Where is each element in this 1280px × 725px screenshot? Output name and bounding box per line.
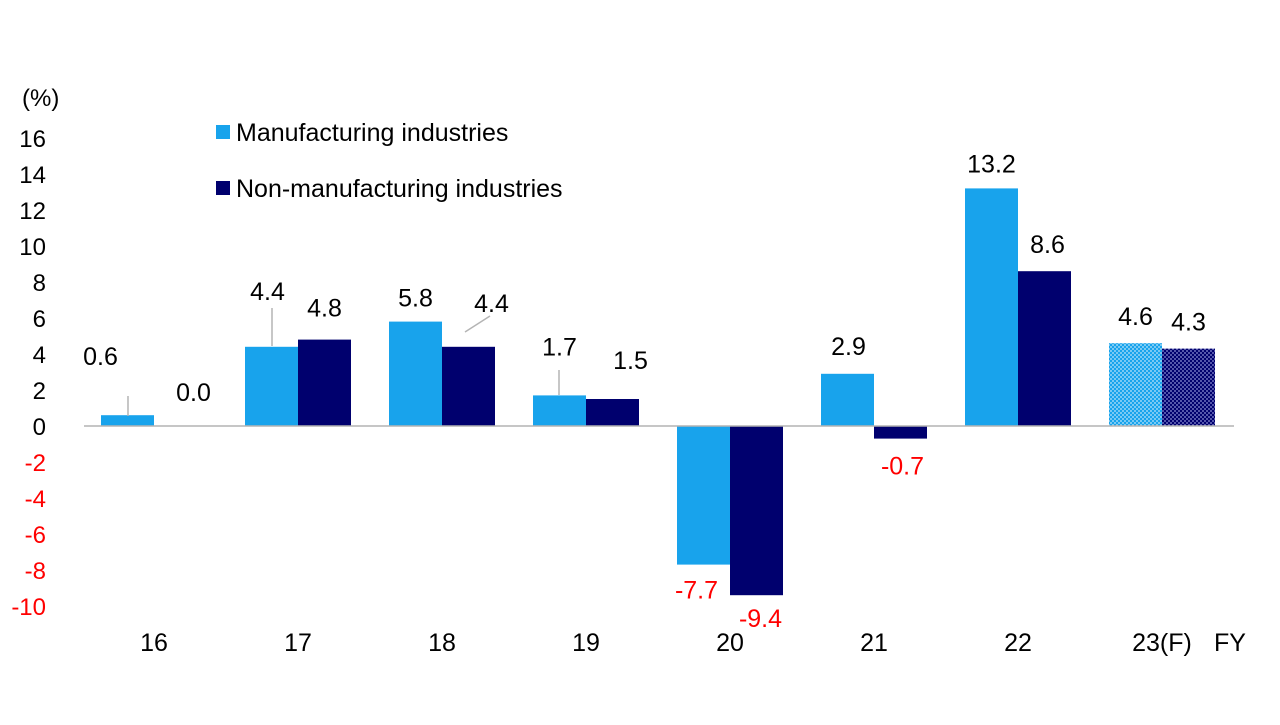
bar-manufacturing-20 <box>677 426 730 565</box>
data-label: 0.6 <box>83 343 118 371</box>
bar-non-manufacturing-22 <box>1018 271 1071 426</box>
y-tick-label: -6 <box>25 522 46 549</box>
y-tick-label: 4 <box>33 342 46 369</box>
y-tick-label: 0 <box>33 414 46 441</box>
legend-label-non-manufacturing: Non-manufacturing industries <box>236 175 563 203</box>
y-tick-label: -2 <box>25 450 46 477</box>
bar-manufacturing-21 <box>821 374 874 426</box>
y-tick-label: -8 <box>25 558 46 585</box>
bar-non-manufacturing-23(F) <box>1162 349 1215 426</box>
y-tick-label: 2 <box>33 378 46 405</box>
bar-manufacturing-23(F) <box>1109 343 1162 426</box>
y-tick-label: 6 <box>33 306 46 333</box>
bar-manufacturing-22 <box>965 188 1018 426</box>
y-tick-label: 10 <box>19 234 46 261</box>
x-axis-labels: 16 17 18 19 20 21 22 23(F) <box>140 629 1192 657</box>
data-label: 4.3 <box>1171 309 1206 337</box>
legend-swatch-manufacturing <box>216 125 230 139</box>
legend-swatch-non-manufacturing <box>216 181 230 195</box>
x-category-label: 18 <box>428 629 456 657</box>
data-label: 5.8 <box>398 285 433 313</box>
data-label: 8.6 <box>1030 231 1065 259</box>
y-tick-label: 14 <box>19 162 46 189</box>
legend: Manufacturing industries Non-manufacturi… <box>216 119 563 203</box>
y-tick-label: 8 <box>33 270 46 297</box>
data-label: 4.6 <box>1118 303 1153 331</box>
data-label: 4.4 <box>474 290 509 318</box>
y-unit-label: (%) <box>22 85 59 112</box>
x-category-label: 22 <box>1004 629 1032 657</box>
y-tick-label: 12 <box>19 198 46 225</box>
x-category-label: 17 <box>284 629 312 657</box>
data-label: 4.4 <box>250 278 285 306</box>
data-label: 0.0 <box>176 379 211 407</box>
y-tick-label: -10 <box>11 594 46 621</box>
data-label: -9.4 <box>739 605 782 633</box>
data-label: -0.7 <box>881 453 924 481</box>
bar-manufacturing-16 <box>101 415 154 426</box>
y-tick-label: 16 <box>19 126 46 153</box>
x-axis-suffix: FY <box>1214 629 1246 657</box>
data-label: 1.7 <box>542 333 577 361</box>
x-category-label: 20 <box>716 629 744 657</box>
x-category-label: 21 <box>860 629 888 657</box>
data-label: 4.8 <box>307 295 342 323</box>
y-axis-ticks: 16 14 12 10 8 6 4 2 0 -2 -4 -6 -8 -10 <box>11 126 46 621</box>
bar-non-manufacturing-17 <box>298 340 351 426</box>
data-label: 1.5 <box>613 347 648 375</box>
bar-non-manufacturing-21 <box>874 426 927 439</box>
leader-line <box>465 316 490 332</box>
data-label: -7.7 <box>675 577 718 605</box>
x-category-label: 19 <box>572 629 600 657</box>
x-category-label: 16 <box>140 629 168 657</box>
data-label: 13.2 <box>967 150 1016 178</box>
x-category-label: 23(F) <box>1132 629 1192 657</box>
bar-manufacturing-17 <box>245 347 298 426</box>
bar-manufacturing-18 <box>389 322 442 426</box>
bar-non-manufacturing-19 <box>586 399 639 426</box>
legend-label-manufacturing: Manufacturing industries <box>236 119 508 147</box>
bar-non-manufacturing-18 <box>442 347 495 426</box>
bar-manufacturing-19 <box>533 395 586 426</box>
bar-non-manufacturing-20 <box>730 426 783 595</box>
y-tick-label: -4 <box>25 486 46 513</box>
data-label: 2.9 <box>831 333 866 361</box>
